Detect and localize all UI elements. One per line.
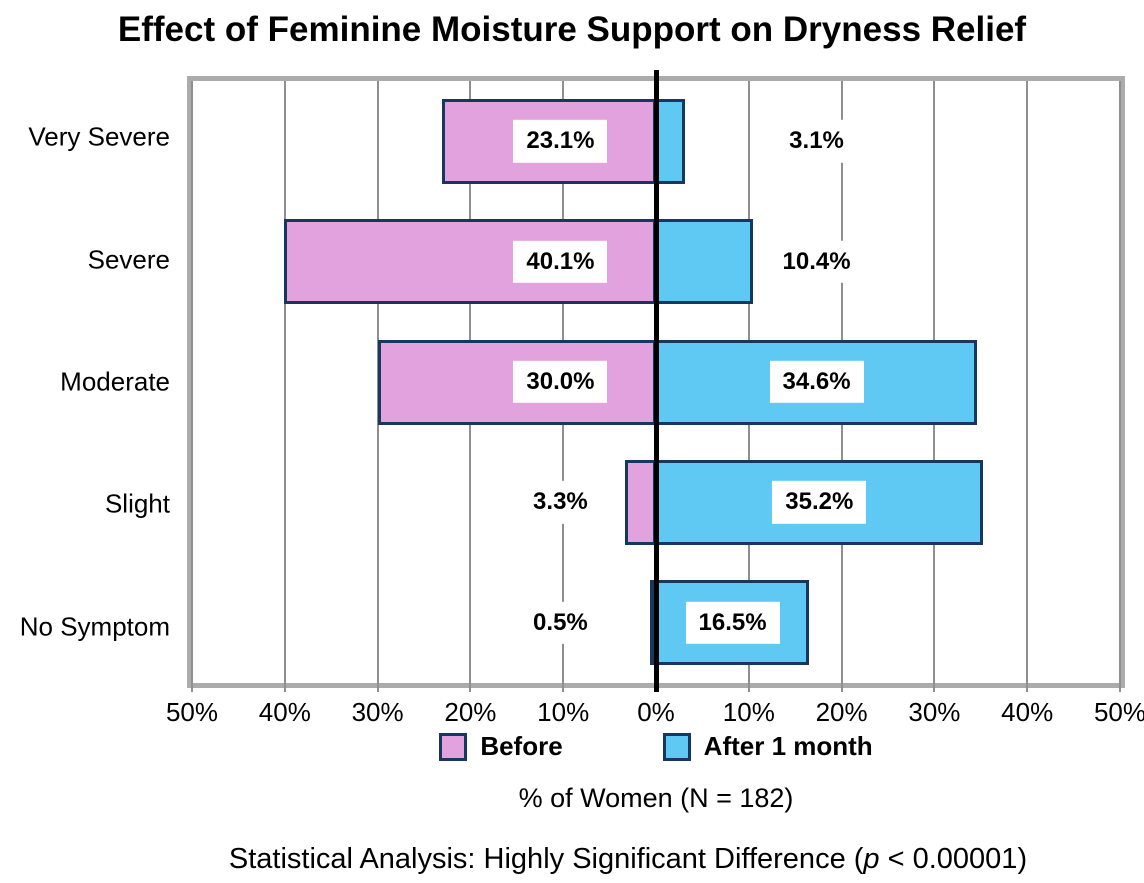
bar-value-label-after-1-month-very-severe: 3.1% [776,119,857,163]
category-label-moderate: Moderate [60,366,170,397]
category-label-no-symptom: No Symptom [19,611,170,642]
axis-tick-mark [562,683,565,692]
axis-tick-mark [376,683,379,692]
axis-tick-mark [1119,683,1121,692]
gridline [283,81,286,683]
x-tick-label: 30% [351,697,404,727]
bar-before-slight [625,459,656,545]
x-tick-label: 50% [165,697,219,727]
category-label-slight: Slight [104,488,170,519]
gridline [191,81,193,683]
axis-tick-mark [191,683,193,692]
before-color-swatch [439,732,468,761]
legend-label-after: After 1 month [703,731,873,761]
bar-value-label-after-1-month-severe: 10.4% [769,240,864,283]
x-tick-label: 40% [1001,697,1054,727]
x-tick-label: 10% [537,697,590,727]
stats-note-prefix: Statistical Analysis: Highly Significant… [228,843,864,875]
axis-tick-mark [469,683,472,692]
gridline [1119,81,1121,683]
axis-tick-mark [1026,683,1029,692]
bar-value-label-after-1-month-slight: 35.2% [772,481,867,524]
legend: Before After 1 month [192,731,1120,762]
stats-note: Statistical Analysis: Highly Significant… [0,843,1144,876]
x-tick-label: 20% [815,697,868,727]
plot-area: 23.1% 3.1% 40.1% 10.4% 30.0% 34.6% 3.3% 35.2% 0.… [187,70,1125,692]
y-axis-category-labels: Very Severe Severe Moderate Slight No Sympto… [0,76,176,688]
x-tick-label: 10% [722,697,775,727]
bar-value-label-before-very-severe: 23.1% [513,119,608,163]
x-axis-title: % of Women (N = 182) [518,783,794,813]
axis-tick-mark [747,683,750,692]
bar-value-label-before-no-symptom: 0.5% [520,601,601,644]
bar-after-1-month-severe [656,219,753,305]
category-label-severe: Severe [87,244,170,275]
bar-value-label-after-1-month-moderate: 34.6% [769,360,864,404]
x-tick-label: 0% [637,697,675,727]
axis-tick-mark [283,683,286,692]
category-label-very-severe: Very Severe [28,121,170,152]
bar-value-label-before-moderate: 30.0% [513,360,608,404]
gridline [376,81,379,683]
after-color-swatch [662,732,691,761]
x-tick-label: 20% [444,697,497,727]
x-tick-label: 50% [1093,697,1144,727]
chart-title: Effect of Feminine Moisture Support on D… [117,10,1027,49]
bar-after-1-month-very-severe [656,98,685,184]
axis-tick-mark [933,683,936,692]
legend-item-before: Before [439,731,563,762]
stats-note-p-symbol: p [863,843,880,875]
axis-tick-mark [840,683,843,692]
legend-item-after: After 1 month [662,731,873,762]
legend-label-before: Before [480,731,563,761]
gridline [1026,81,1029,683]
x-tick-label: 40% [258,697,311,727]
x-axis-tick-labels: 50% 40% 30% 20% 10% 0% 10% 20% 30% 40% 50% [166,697,1144,727]
bar-value-label-before-severe: 40.1% [513,240,608,283]
stats-note-suffix: < 0.00001) [879,843,1028,875]
bar-value-label-before-slight: 3.3% [520,481,601,524]
bar-value-label-after-1-month-no-symptom: 16.5% [685,601,780,644]
zero-axis-line [653,70,659,692]
x-tick-label: 30% [908,697,961,727]
